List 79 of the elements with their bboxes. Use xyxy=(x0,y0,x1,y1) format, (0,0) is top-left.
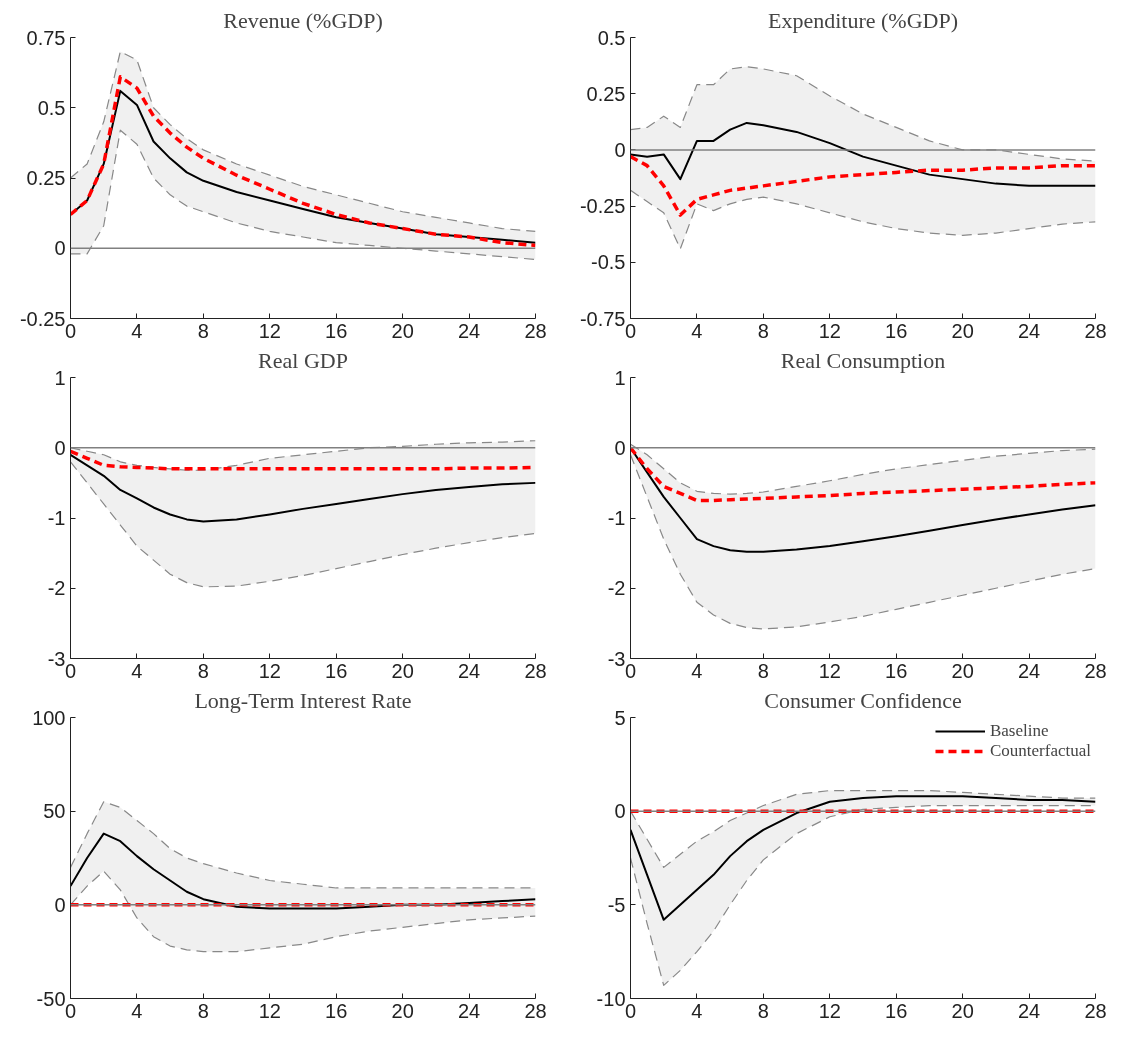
x-tick-label: 20 xyxy=(391,319,414,342)
x-tick-label: 28 xyxy=(524,999,547,1022)
y-tick-label: -3 xyxy=(47,647,66,670)
x-tick-label: 12 xyxy=(818,999,841,1022)
x-tick-label: 28 xyxy=(1084,999,1107,1022)
x-tick-label: 12 xyxy=(258,659,281,682)
y-tick-label: 0 xyxy=(614,800,626,823)
x-tick-label: 24 xyxy=(1017,319,1041,342)
x-tick-label: 24 xyxy=(457,999,481,1022)
chart-title: Long-Term Interest Rate xyxy=(194,687,412,713)
y-tick-label: -3 xyxy=(607,647,626,670)
x-tick-label: 24 xyxy=(457,659,481,682)
x-tick-label: 12 xyxy=(258,319,281,342)
y-tick-label: -50 xyxy=(36,987,66,1010)
y-tick-label: -0.25 xyxy=(579,195,626,218)
x-tick-label: 8 xyxy=(197,999,209,1022)
y-tick-label: 5 xyxy=(614,706,626,729)
x-tick-label: 28 xyxy=(1084,659,1107,682)
x-tick-label: 20 xyxy=(951,319,974,342)
y-tick-label: -2 xyxy=(607,577,626,600)
y-tick-label: 0 xyxy=(54,893,66,916)
x-tick-label: 4 xyxy=(131,319,143,342)
x-tick-label: 12 xyxy=(258,999,281,1022)
x-tick-label: 16 xyxy=(885,659,908,682)
x-tick-label: 20 xyxy=(391,999,414,1022)
y-tick-label: -1 xyxy=(47,507,66,529)
x-tick-label: 8 xyxy=(197,659,209,682)
x-tick-label: 24 xyxy=(457,319,481,342)
legend-label: Counterfactual xyxy=(989,741,1091,761)
y-tick-label: -2 xyxy=(47,577,66,600)
x-tick-label: 24 xyxy=(1017,999,1041,1022)
y-tick-label: 0 xyxy=(614,436,626,459)
x-tick-label: 20 xyxy=(951,999,974,1022)
x-tick-label: 4 xyxy=(691,999,703,1022)
x-tick-label: 20 xyxy=(391,659,414,682)
x-tick-label: 16 xyxy=(325,319,348,342)
y-tick-label: -0.5 xyxy=(591,251,626,274)
y-tick-label: 100 xyxy=(32,706,66,729)
x-tick-label: 4 xyxy=(691,319,703,342)
y-tick-label: 0.25 xyxy=(586,82,626,105)
x-tick-label: 12 xyxy=(818,659,841,682)
x-tick-label: 16 xyxy=(325,999,348,1022)
x-tick-label: 28 xyxy=(524,659,547,682)
x-tick-label: 16 xyxy=(325,659,348,682)
chart-title: Consumer Confidence xyxy=(764,687,962,713)
y-tick-label: 0.5 xyxy=(37,96,66,119)
x-tick-label: 8 xyxy=(757,319,769,342)
y-tick-label: 1 xyxy=(614,366,626,389)
y-tick-label: 50 xyxy=(43,800,66,823)
x-tick-label: 4 xyxy=(131,999,143,1022)
chart-title: Real GDP xyxy=(258,347,348,373)
y-tick-label: 1 xyxy=(54,366,66,389)
y-tick-label: 0.5 xyxy=(597,26,626,49)
y-tick-label: -10 xyxy=(596,987,626,1010)
legend-label: Baseline xyxy=(989,721,1049,741)
x-tick-label: 8 xyxy=(757,659,769,682)
y-tick-label: -0.25 xyxy=(19,307,66,330)
x-tick-label: 8 xyxy=(757,999,769,1022)
x-tick-label: 28 xyxy=(524,319,547,342)
x-tick-label: 12 xyxy=(818,319,841,342)
x-tick-label: 28 xyxy=(1084,319,1107,342)
y-tick-label: 0.75 xyxy=(26,26,66,49)
x-tick-label: 20 xyxy=(951,659,974,682)
chart-title: Revenue (%GDP) xyxy=(223,7,383,33)
y-tick-label: -5 xyxy=(607,893,626,916)
y-tick-label: -1 xyxy=(607,507,626,529)
x-tick-label: 24 xyxy=(1017,659,1041,682)
chart-title: Real Consumption xyxy=(780,347,946,373)
x-tick-label: 16 xyxy=(885,999,908,1022)
x-tick-label: 4 xyxy=(131,659,143,682)
x-tick-label: 8 xyxy=(197,319,209,342)
y-tick-label: 0.25 xyxy=(26,167,66,189)
y-tick-label: -0.75 xyxy=(579,307,626,330)
y-tick-label: 0 xyxy=(614,138,626,161)
chart-title: Expenditure (%GDP) xyxy=(768,7,959,33)
y-tick-label: 0 xyxy=(54,436,66,459)
y-tick-label: 0 xyxy=(54,237,66,260)
x-tick-label: 4 xyxy=(691,659,703,682)
x-tick-label: 16 xyxy=(885,319,908,342)
